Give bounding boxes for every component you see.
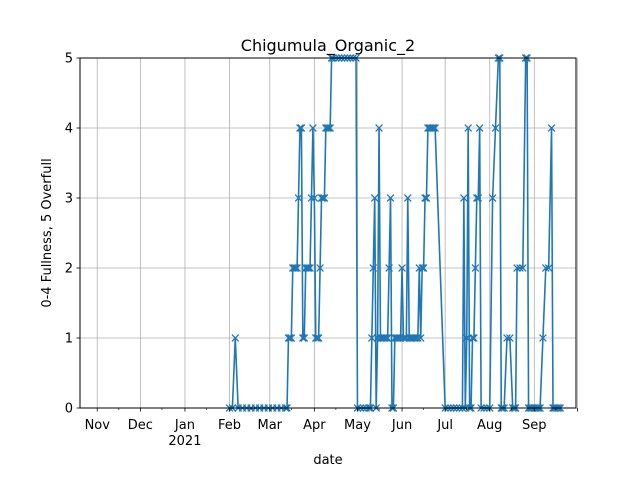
data-point — [472, 194, 481, 202]
data-point — [380, 334, 389, 342]
data-point — [382, 334, 391, 342]
data-point — [296, 124, 304, 132]
data-point — [428, 124, 437, 132]
data-point — [324, 124, 333, 132]
data-point — [541, 264, 550, 272]
data-point — [319, 194, 327, 202]
x-axis-label: date — [313, 453, 342, 468]
series-layer — [225, 54, 565, 412]
data-point — [518, 264, 527, 272]
data-point — [306, 264, 314, 272]
data-point — [421, 194, 429, 202]
data-point — [323, 124, 332, 132]
data-point — [431, 124, 439, 132]
data-point — [383, 334, 392, 342]
series-line — [229, 57, 561, 409]
chart-title: Chigumula_Organic_2 — [241, 36, 415, 56]
data-point — [547, 124, 556, 132]
data-point — [399, 334, 408, 342]
data-point — [370, 194, 379, 202]
data-point — [231, 334, 240, 342]
data-point — [385, 264, 393, 272]
data-point — [393, 334, 402, 342]
data-point — [293, 264, 301, 272]
x-tick-label: Jan — [174, 418, 195, 433]
data-point — [474, 194, 483, 202]
data-point — [464, 124, 473, 132]
data-point — [418, 264, 427, 272]
data-point — [544, 264, 553, 272]
data-point — [470, 334, 478, 342]
x-tick-label: Apr — [303, 418, 326, 433]
data-point — [475, 124, 484, 132]
data-point — [314, 334, 323, 342]
data-point — [317, 194, 326, 202]
data-point — [284, 334, 293, 342]
data-point — [539, 334, 547, 342]
y-tick-label: 0 — [65, 402, 73, 417]
y-axis: 0 1 2 3 4 5 — [65, 52, 80, 417]
data-point — [300, 334, 309, 342]
data-point — [320, 194, 329, 202]
data-point — [468, 334, 477, 342]
data-point — [304, 264, 313, 272]
x-tick-label: Jun — [391, 418, 412, 433]
data-point — [411, 334, 419, 342]
y-tick-label: 1 — [65, 332, 73, 347]
data-point — [429, 124, 438, 132]
data-point — [297, 124, 306, 132]
data-point — [287, 334, 296, 342]
x-tick-label: May — [344, 418, 371, 433]
x-tick-sublabel: 2021 — [168, 434, 201, 449]
y-tick-label: 2 — [65, 262, 73, 277]
data-point — [422, 194, 431, 202]
data-point — [291, 264, 300, 272]
y-tick-label: 3 — [65, 192, 73, 207]
data-point — [375, 124, 383, 132]
data-point — [419, 264, 428, 272]
data-point — [503, 334, 511, 342]
data-point — [516, 264, 524, 272]
data-point — [460, 194, 468, 202]
data-point — [488, 194, 497, 202]
x-tick-label: Dec — [128, 418, 153, 433]
grid — [80, 57, 578, 409]
x-tick-label: Jul — [436, 418, 453, 433]
data-point — [386, 194, 395, 202]
plot-frame — [79, 57, 577, 409]
x-tick-label: Mar — [258, 418, 283, 433]
data-point — [462, 334, 471, 342]
data-point — [316, 264, 324, 272]
x-tick-label: Feb — [218, 418, 241, 433]
data-point — [416, 334, 425, 342]
data-point — [298, 334, 307, 342]
data-point — [369, 264, 378, 272]
y-axis-label: 0-4 Fullness, 5 Overfull — [40, 158, 55, 307]
data-point — [294, 194, 303, 202]
data-point — [414, 334, 422, 342]
data-point — [307, 194, 316, 202]
data-point — [309, 124, 317, 132]
data-point — [286, 334, 294, 342]
x-tick-label: Sep — [522, 418, 547, 433]
data-point — [367, 334, 376, 342]
data-point — [506, 334, 514, 342]
x-tick-label: Aug — [477, 418, 502, 433]
data-point — [471, 264, 480, 272]
data-point — [398, 264, 406, 272]
data-point — [290, 264, 299, 272]
data-point — [403, 194, 412, 202]
data-point — [310, 194, 319, 202]
data-point — [313, 334, 322, 342]
y-tick-label: 5 — [65, 52, 73, 67]
data-point — [326, 124, 335, 132]
data-point — [311, 334, 320, 342]
y-tick-label: 4 — [65, 122, 73, 137]
x-tick-label: Nov — [85, 418, 111, 433]
data-point — [513, 264, 521, 272]
data-point — [303, 264, 312, 272]
data-point — [491, 124, 500, 132]
